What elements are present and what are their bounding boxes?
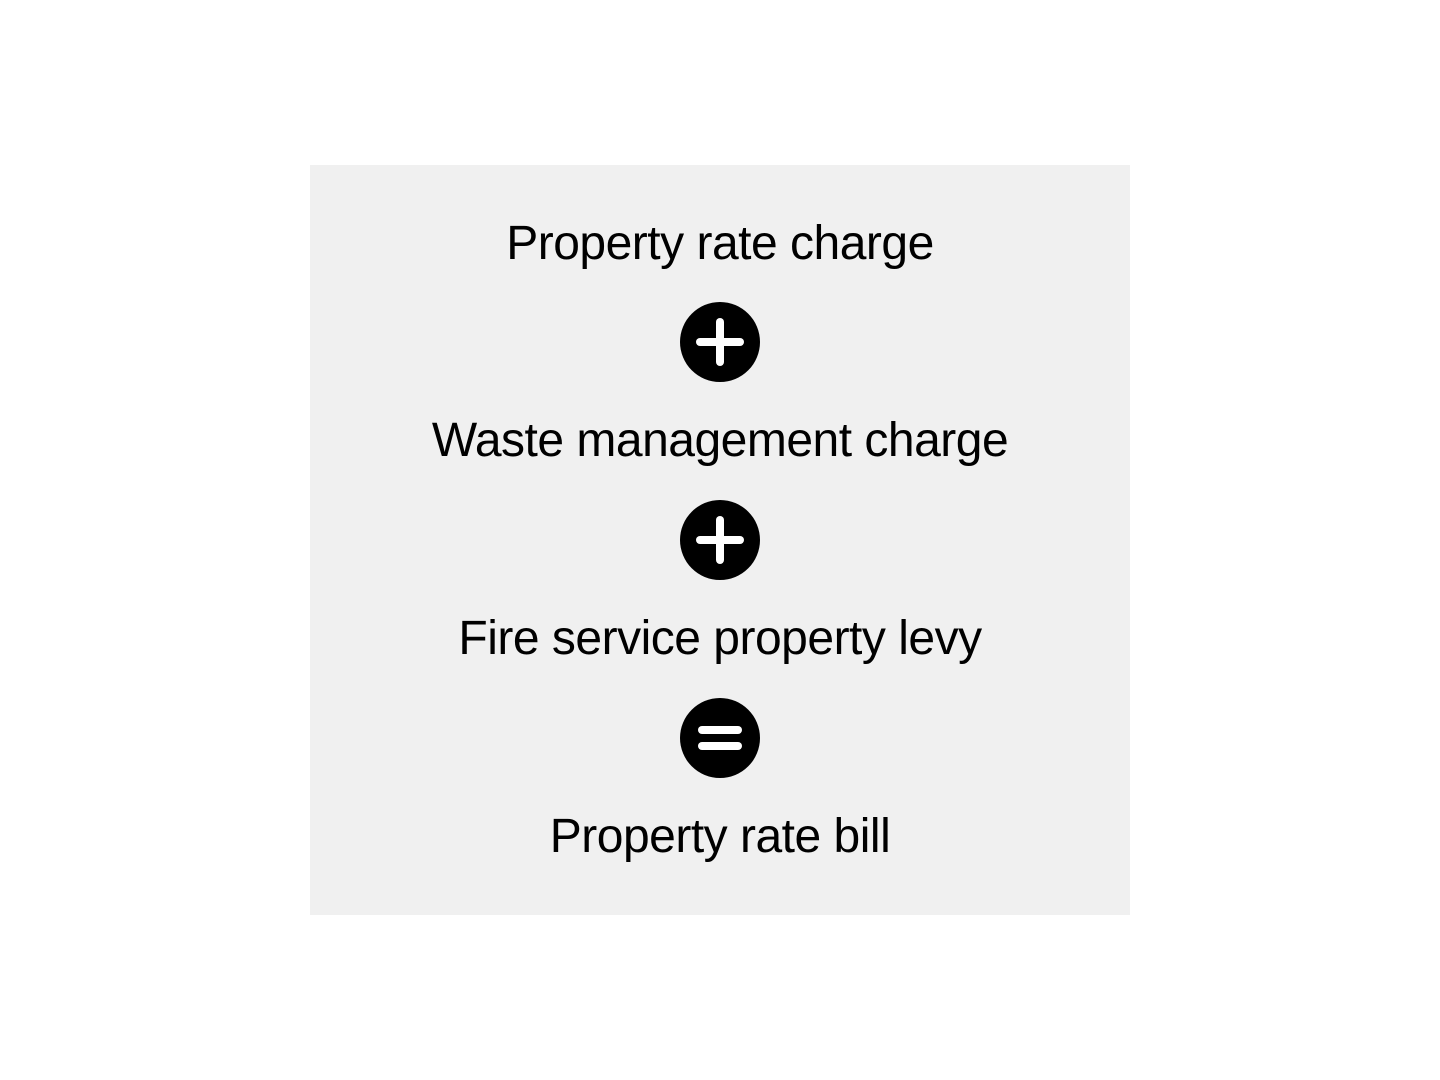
result-item: Property rate bill xyxy=(550,808,890,866)
plus-icon xyxy=(680,302,760,382)
charge-item-1: Property rate charge xyxy=(506,215,934,273)
plus-icon xyxy=(680,500,760,580)
equals-icon xyxy=(680,698,760,778)
equation-diagram: Property rate charge Waste management ch… xyxy=(310,165,1130,915)
charge-item-2: Waste management charge xyxy=(432,412,1008,470)
charge-item-3: Fire service property levy xyxy=(458,610,981,668)
